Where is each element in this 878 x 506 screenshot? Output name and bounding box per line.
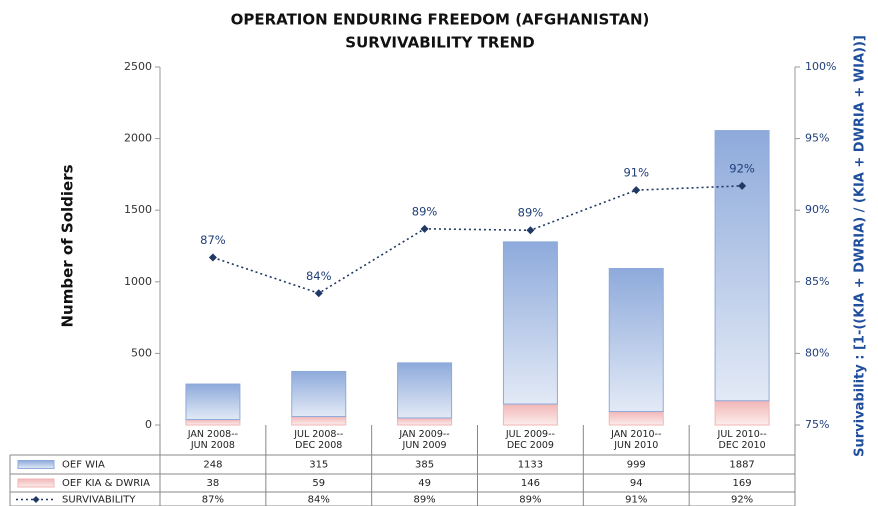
x-tick-label: JAN 2008--JUN 2008	[187, 429, 238, 451]
table-cell: 248	[203, 460, 222, 471]
legend-label: OEF WIA	[62, 460, 105, 471]
table-cell: 999	[627, 460, 646, 471]
bar-segment	[502, 241, 558, 405]
x-tick-label: JUL 2009--DEC 2009	[505, 429, 555, 451]
table-cell: 89%	[519, 495, 541, 506]
bar-segment	[714, 130, 770, 402]
y-tick-label: 2500	[124, 60, 152, 73]
y-tick-label: 2000	[124, 132, 152, 145]
line-marker	[420, 224, 429, 233]
y-tick-label: 1500	[124, 203, 152, 216]
bar-segment	[608, 411, 664, 426]
data-label: 92%	[729, 161, 755, 175]
table-cell: 146	[521, 478, 540, 489]
table-cell: 38	[207, 478, 220, 489]
table-cell: 89%	[413, 495, 435, 506]
table-cell: 59	[312, 478, 325, 489]
y-tick-label: 0	[145, 418, 152, 431]
table-cell: 315	[309, 460, 328, 471]
bar-segment	[397, 362, 453, 419]
x-tick-label: JUL 2010--DEC 2010	[717, 429, 767, 451]
data-label: 89%	[518, 206, 544, 220]
bar-segment	[608, 267, 664, 413]
table-cell: 92%	[731, 495, 753, 506]
table-cell: 385	[415, 460, 434, 471]
bar-segment	[397, 417, 453, 426]
table-cell: 91%	[625, 495, 647, 506]
table-cell: 49	[418, 478, 431, 489]
table-cell: 84%	[308, 495, 330, 506]
line-marker	[632, 186, 641, 195]
bar-segment	[714, 400, 770, 426]
y2-tick-label: 75%	[805, 418, 829, 431]
chart-title: OPERATION ENDURING FREEDOM (AFGHANISTAN)	[231, 11, 650, 29]
table-cell: 1133	[518, 460, 543, 471]
table-cell: 1887	[729, 460, 754, 471]
table-cell: 169	[733, 478, 752, 489]
legend-swatch	[17, 460, 55, 469]
y2-tick-label: 85%	[805, 275, 829, 288]
x-tick-label: JAN 2009--JUN 2009	[398, 429, 449, 451]
legend-label: SURVIVABILITY	[62, 495, 136, 506]
data-label: 84%	[306, 269, 332, 283]
x-tick-label: JAN 2010--JUN 2010	[610, 429, 661, 451]
line-marker	[314, 289, 323, 298]
data-label: 91%	[623, 166, 649, 180]
data-label: 87%	[200, 233, 226, 247]
line-marker	[208, 253, 217, 262]
y2-tick-label: 100%	[805, 60, 836, 73]
bar-segment	[291, 370, 347, 418]
legend-label: OEF KIA & DWRIA	[62, 478, 150, 489]
y2-tick-label: 80%	[805, 346, 829, 359]
table-cell: 87%	[202, 495, 224, 506]
legend-swatch	[17, 478, 55, 488]
data-label: 89%	[412, 204, 438, 218]
table-cell: 94	[630, 478, 643, 489]
line-marker	[526, 226, 535, 235]
y-tick-label: 1000	[124, 275, 152, 288]
y-axis-label: Number of Soldiers	[59, 164, 77, 327]
y2-tick-label: 90%	[805, 203, 829, 216]
bar-segment	[502, 403, 558, 426]
x-tick-label: JUL 2008--DEC 2008	[293, 429, 343, 451]
y2-axis-label: Survivability : [1-((KIA + DWRIA) / (KIA…	[853, 35, 868, 457]
legend-marker	[32, 496, 40, 503]
y2-tick-label: 95%	[805, 132, 829, 145]
bar-segment	[185, 383, 241, 421]
bar-segment	[291, 416, 347, 426]
bar-segment	[185, 419, 241, 426]
line-marker	[738, 181, 747, 190]
chart-subtitle: SURVIVABILITY TREND	[345, 34, 534, 52]
y-tick-label: 500	[131, 346, 152, 359]
